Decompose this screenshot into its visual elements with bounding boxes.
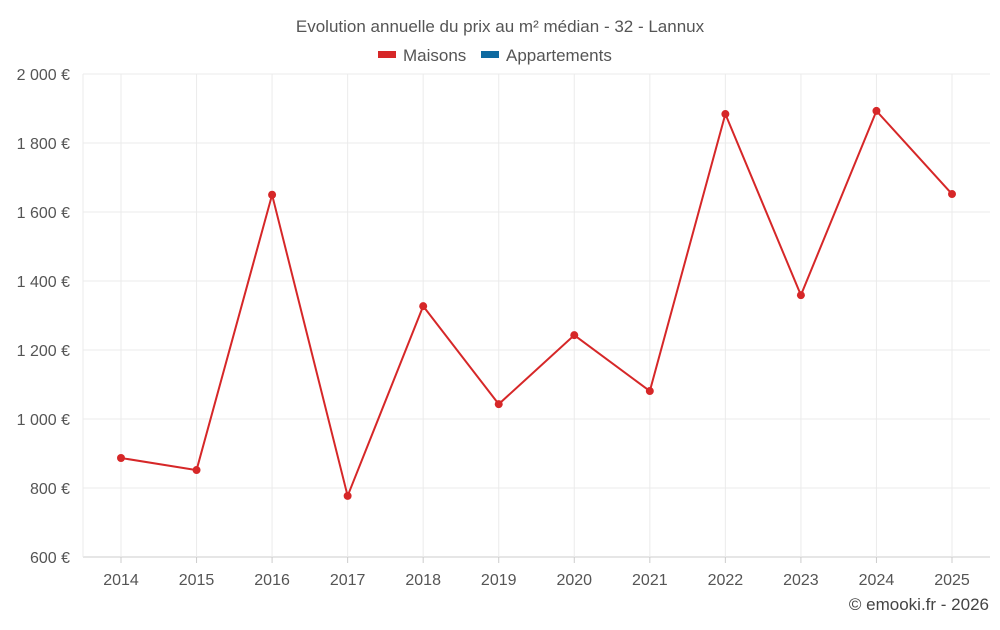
data-point xyxy=(343,491,352,500)
x-tick-label: 2025 xyxy=(934,572,970,589)
data-point xyxy=(570,331,579,340)
x-tick-label: 2023 xyxy=(783,572,819,589)
data-point xyxy=(192,466,201,475)
data-point xyxy=(948,190,956,199)
x-tick-label: 2019 xyxy=(481,572,517,589)
x-tick-label: 2021 xyxy=(632,572,668,589)
y-tick-label: 800 € xyxy=(30,481,70,498)
x-tick-label: 2016 xyxy=(254,572,290,589)
axes: 600 € 800 € 1 000 € 1 200 € 1 400 € 1 600 € 1 … xyxy=(17,67,970,589)
data-point xyxy=(872,106,881,115)
y-tick-label: 2 000 € xyxy=(17,67,70,84)
legend-swatch-appartements xyxy=(481,51,499,58)
x-tick-label: 2024 xyxy=(859,572,895,589)
data-point xyxy=(268,190,277,199)
legend: Maisons Appartements xyxy=(378,46,612,65)
series xyxy=(117,106,956,500)
x-tick-label: 2015 xyxy=(179,572,215,589)
credit: © emooki.fr - 2026 xyxy=(849,595,989,614)
data-point xyxy=(419,302,428,311)
x-tick-label: 2022 xyxy=(708,572,744,589)
x-tick-label: 2018 xyxy=(405,572,441,589)
chart-title: Evolution annuelle du prix au m² médian … xyxy=(296,17,705,36)
grid xyxy=(82,73,990,558)
legend-label-appartements: Appartements xyxy=(506,46,612,65)
legend-label-maisons: Maisons xyxy=(403,46,466,65)
y-tick-label: 1 400 € xyxy=(17,274,70,291)
x-tick-label: 2017 xyxy=(330,572,366,589)
y-tick-label: 600 € xyxy=(30,550,70,567)
y-tick-label: 1 600 € xyxy=(17,205,70,222)
data-point xyxy=(721,110,730,119)
data-point xyxy=(796,291,805,300)
y-tick-label: 1 800 € xyxy=(17,136,70,153)
data-point xyxy=(117,453,125,462)
y-tick-label: 1 200 € xyxy=(17,343,70,360)
data-point xyxy=(645,387,654,396)
x-tick-label: 2014 xyxy=(103,572,139,589)
x-tick-label: 2020 xyxy=(556,572,592,589)
data-point xyxy=(494,400,503,409)
y-tick-label: 1 000 € xyxy=(17,412,70,429)
series-line-maisons xyxy=(120,109,953,500)
legend-swatch-maisons xyxy=(378,51,396,58)
